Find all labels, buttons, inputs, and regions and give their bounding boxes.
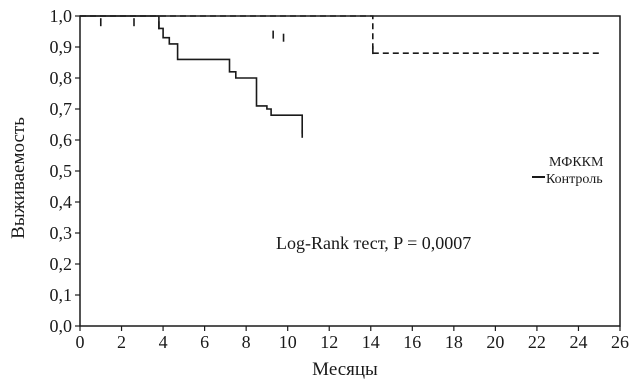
x-tick-label: 8 — [242, 332, 251, 352]
y-tick-label: 0,3 — [50, 223, 73, 243]
legend: МФККМ Контроль — [532, 155, 604, 187]
legend-label-mfkkm: МФККМ — [549, 155, 604, 170]
y-tick-label: 0,1 — [50, 285, 73, 305]
x-tick-label: 2 — [117, 332, 126, 352]
series-layer — [80, 15, 600, 138]
y-tick-label: 0,2 — [50, 254, 73, 274]
y-tick-label: 0,7 — [50, 99, 73, 119]
x-tick-label: 26 — [611, 332, 629, 352]
x-tick-label: 14 — [362, 332, 380, 352]
x-tick-label: 10 — [279, 332, 297, 352]
x-tick-label: 6 — [200, 332, 209, 352]
y-tick-label: 0,5 — [50, 161, 73, 181]
x-tick-label: 24 — [569, 332, 587, 352]
x-tick-label: 18 — [445, 332, 463, 352]
x-axis-ticks: 0 2 4 6 8 10 12 14 16 18 20 22 24 26 — [76, 326, 629, 352]
annotation-log-rank: Log-Rank тест, P = 0,0007 — [276, 233, 471, 253]
legend-label-control: Контроль — [546, 172, 603, 187]
series-line-control — [80, 15, 304, 134]
x-tick-label: 12 — [320, 332, 338, 352]
x-tick-label: 20 — [486, 332, 504, 352]
y-tick-label: 0,8 — [50, 68, 73, 88]
x-axis-title: Месяцы — [312, 359, 378, 380]
y-tick-label: 0,0 — [50, 316, 73, 336]
y-axis-ticks: 0,0 0,1 0,2 0,3 0,4 0,5 0,6 0,7 0,8 0,9 1,0 — [50, 6, 80, 336]
x-tick-label: 4 — [159, 332, 168, 352]
y-tick-label: 1,0 — [50, 6, 73, 26]
y-tick-label: 0,6 — [50, 130, 73, 150]
series-line-mfkkm — [80, 15, 600, 55]
y-axis-title: Выживаемость — [8, 117, 29, 239]
plot-frame — [79, 15, 621, 327]
x-tick-label: 0 — [76, 332, 85, 352]
y-tick-label: 0,9 — [50, 37, 73, 57]
axes — [79, 15, 621, 327]
x-tick-label: 22 — [528, 332, 546, 352]
y-tick-label: 0,4 — [50, 192, 73, 212]
x-tick-label: 16 — [403, 332, 421, 352]
